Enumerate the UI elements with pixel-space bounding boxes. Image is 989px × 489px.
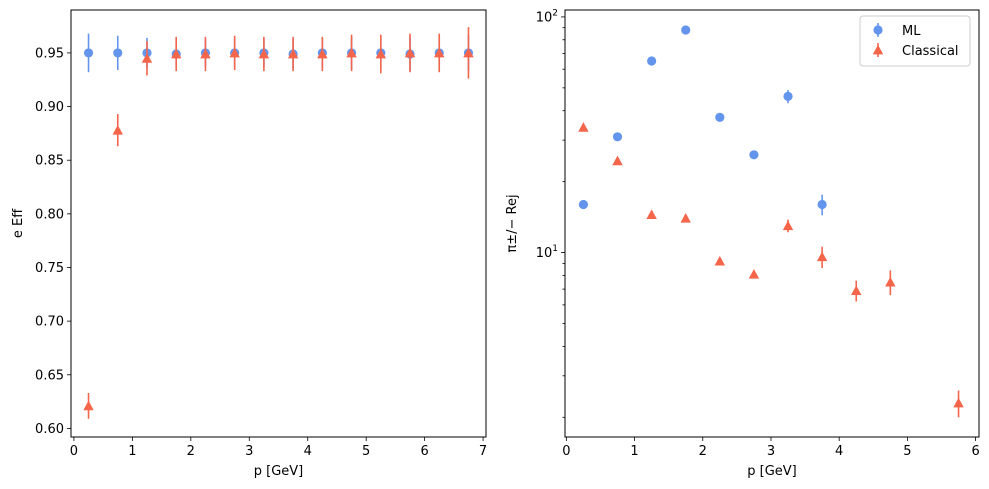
data-point (578, 199, 589, 210)
data-point (783, 91, 793, 102)
data-point (715, 112, 725, 122)
plot-frame (70, 9, 487, 438)
x-tick-label: 5 (362, 444, 370, 459)
y-tick-label: 101 (536, 244, 558, 261)
data-point (375, 48, 386, 59)
x-tick-label: 4 (835, 444, 843, 459)
data-point (83, 400, 94, 411)
data-point (851, 285, 862, 295)
y-tick-label: 0.60 (35, 422, 64, 437)
data-point (885, 276, 896, 287)
data-point (953, 397, 964, 408)
series-ml (578, 25, 827, 216)
data-point (681, 25, 691, 35)
x-tick-label: 0 (562, 444, 570, 459)
data-point (680, 212, 691, 223)
x-tick-label: 2 (187, 444, 195, 459)
data-point (612, 155, 623, 166)
series-classical (83, 27, 474, 419)
right-panel-rejection: 0 1 2 3 4 5 6 101 102 p [GeV] π±/− Rej ML Classical (505, 8, 980, 479)
y-tick-label: 0.90 (35, 100, 64, 115)
left-panel-efficiency: 0 1 2 3 4 5 6 7 0.60 0.65 0.70 0.75 0.80 0.85 0.90 0.95… (11, 9, 487, 479)
legend-marker (872, 44, 884, 55)
data-point (578, 122, 589, 132)
data-point (646, 209, 657, 219)
data-point (317, 48, 328, 59)
data-point (749, 150, 759, 160)
data-point (141, 53, 153, 63)
plot-frame (564, 9, 980, 438)
y-axis-label: π±/− Rej (505, 194, 520, 252)
data-point (404, 47, 416, 58)
x-tick-label: 1 (630, 444, 638, 459)
data-point (113, 48, 123, 58)
x-tick-label: 2 (699, 444, 707, 459)
data-point (83, 48, 94, 58)
data-point (229, 47, 240, 58)
x-tick-label: 1 (128, 444, 136, 459)
data-point (171, 48, 182, 59)
data-point (346, 47, 357, 58)
legend-label: ML (902, 24, 921, 39)
series-classical (578, 122, 964, 418)
y-tick-label: 0.70 (35, 315, 64, 330)
x-tick-label: 6 (420, 444, 428, 459)
x-axis-label: p [GeV] (254, 464, 304, 479)
series-ml (83, 33, 474, 73)
data-point (782, 220, 794, 231)
data-point (434, 47, 445, 58)
legend-label: Classical (902, 44, 959, 59)
y-tick-label: 0.95 (35, 46, 64, 61)
data-point (112, 124, 123, 135)
data-point (817, 199, 827, 210)
x-tick-label: 5 (903, 444, 911, 459)
y-tick-label: 0.80 (35, 207, 64, 222)
data-point (748, 268, 760, 279)
data-point (816, 251, 828, 262)
data-point (647, 56, 657, 66)
x-axis-label: p [GeV] (747, 464, 797, 479)
legend-marker (873, 25, 883, 35)
y-tick-label: 0.65 (35, 368, 64, 383)
legend: ML Classical (859, 15, 971, 67)
data-point (714, 255, 726, 266)
data-point (287, 48, 299, 59)
x-tick-label: 0 (70, 444, 78, 459)
y-tick-label: 102 (536, 8, 558, 25)
y-tick-label: 0.85 (35, 154, 64, 169)
data-point (200, 48, 211, 59)
x-tick-label: 3 (245, 444, 253, 459)
legend-box (859, 15, 971, 67)
y-axis-label: e Eff (11, 208, 26, 238)
data-point (258, 48, 270, 59)
data-point (612, 132, 623, 142)
x-tick-label: 3 (767, 444, 775, 459)
x-tick-label: 7 (479, 444, 487, 459)
data-point (463, 47, 474, 58)
x-tick-label: 4 (304, 444, 312, 459)
y-tick-label: 0.75 (35, 261, 64, 276)
x-tick-label: 6 (971, 444, 979, 459)
